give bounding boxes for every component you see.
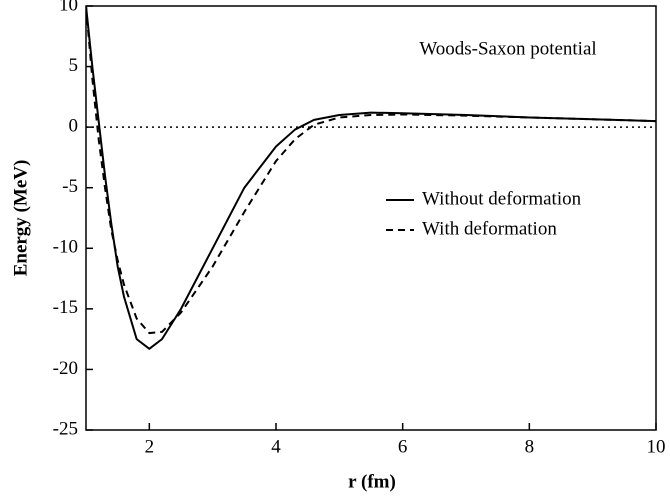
legend-label: Without deformation [422,188,582,209]
y-tick-label: 0 [69,116,79,137]
y-axis-label: Energy (MeV) [10,160,31,277]
y-tick-label: -25 [53,418,78,439]
legend-label: With deformation [422,218,557,239]
x-tick-label: 10 [647,436,666,457]
y-tick-label: -15 [53,297,78,318]
x-tick-label: 2 [145,436,155,457]
y-tick-label: 10 [59,0,78,15]
x-axis-label: r (fm) [348,471,396,492]
line-series [86,6,656,335]
x-tick-label: 6 [398,436,408,457]
y-tick-label: -20 [53,358,78,379]
line-series [86,6,656,350]
plot-frame [85,5,657,431]
x-tick-label: 8 [525,436,535,457]
annotation: Woods-Saxon potential [419,38,596,59]
y-tick-label: -10 [53,237,78,258]
y-tick-label: -5 [62,176,78,197]
x-tick-label: 4 [271,436,281,457]
y-tick-label: 5 [69,55,79,76]
